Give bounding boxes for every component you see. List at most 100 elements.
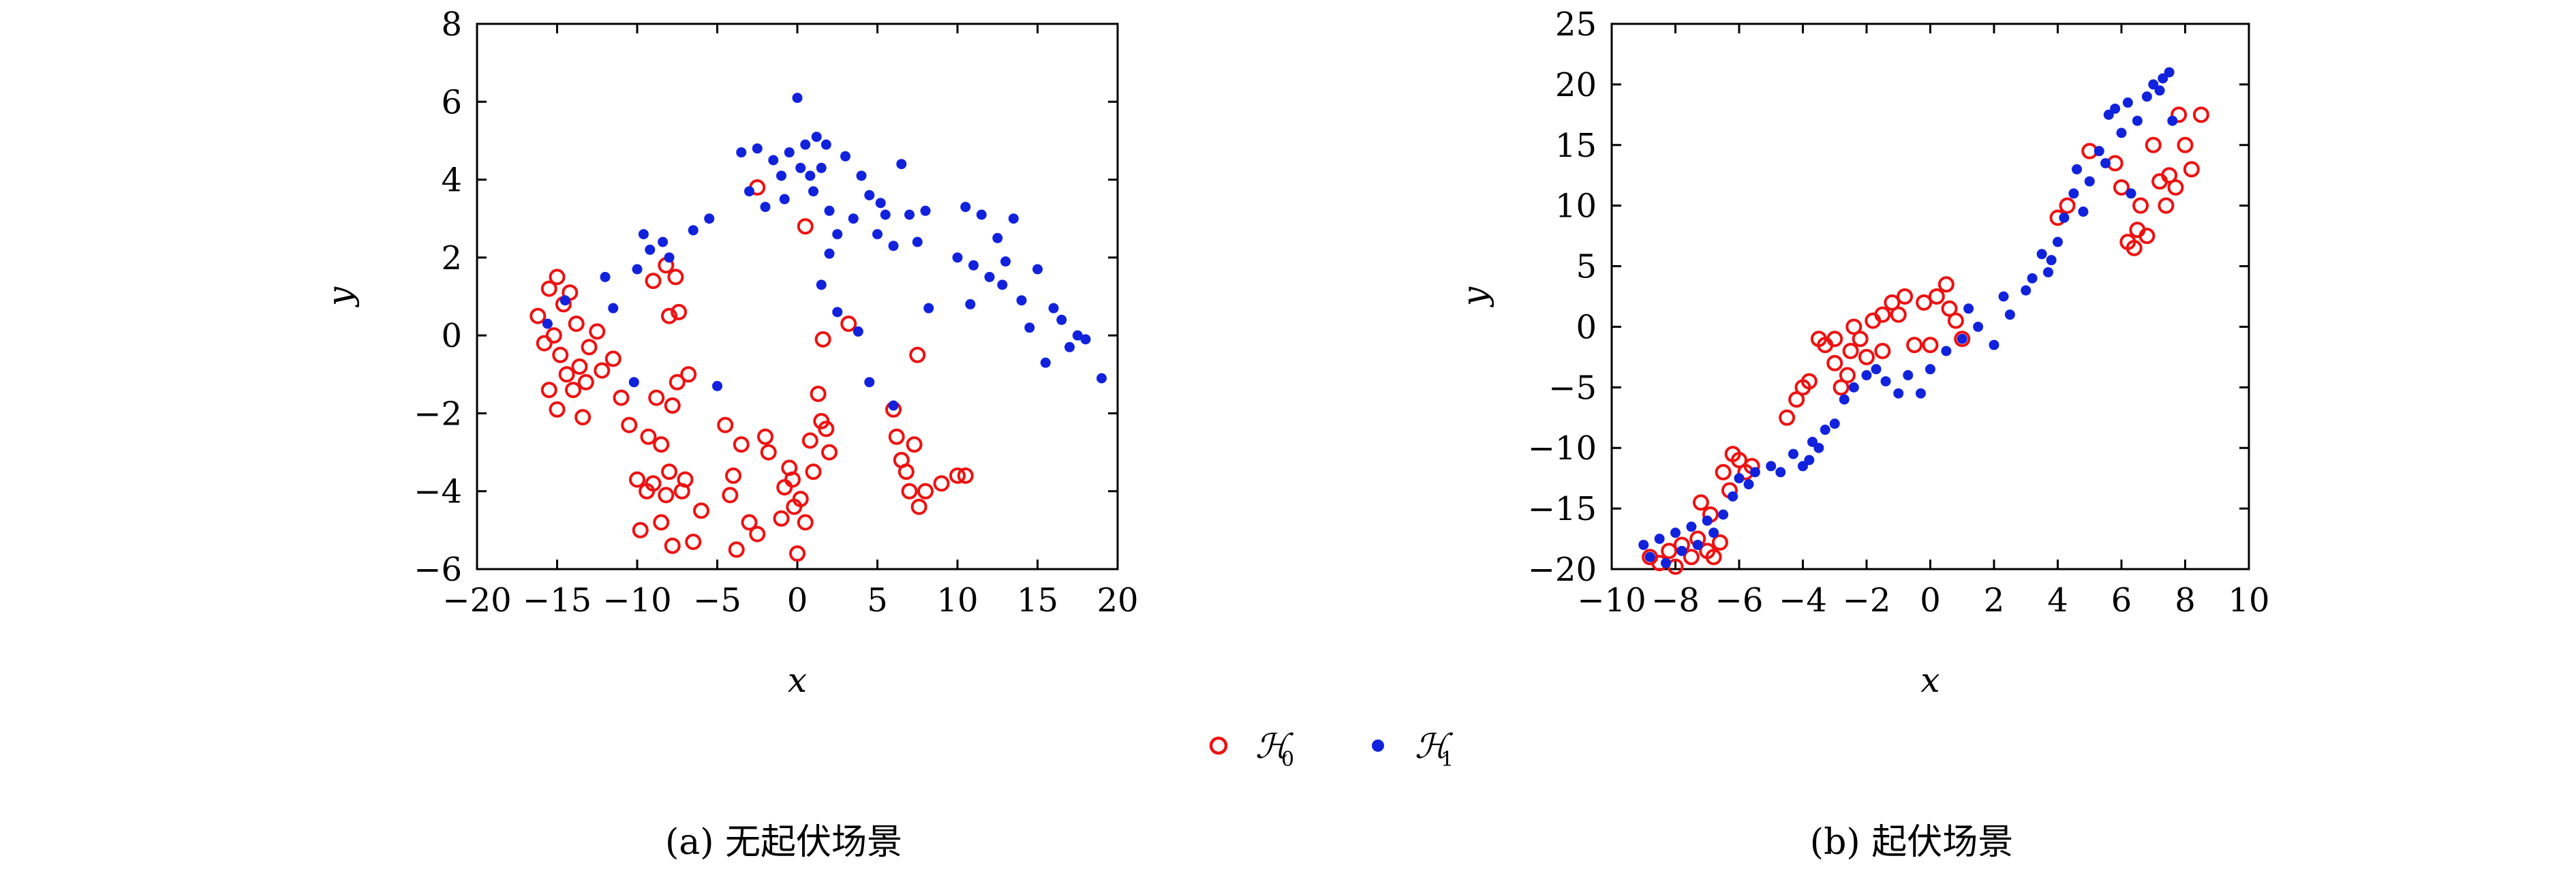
- h1-point: [1008, 213, 1019, 224]
- h0-point: [1826, 331, 1843, 348]
- h0-point: [667, 269, 684, 286]
- h0-point: [565, 382, 581, 399]
- h0-point: [757, 428, 773, 445]
- h0-point: [536, 335, 553, 352]
- h1-point: [1788, 448, 1798, 459]
- h1-point: [1676, 545, 1687, 556]
- h1-point: [2059, 212, 2070, 223]
- x-tick-label: 0: [787, 581, 808, 620]
- h0-point: [801, 432, 818, 449]
- y-tick-label: −10: [1528, 429, 1597, 468]
- h1-point: [1048, 303, 1059, 314]
- h1-point: [816, 162, 827, 173]
- h1-point: [872, 229, 883, 240]
- h1-point: [2042, 266, 2053, 277]
- h1-point: [600, 271, 611, 282]
- h0-point: [540, 382, 557, 399]
- h1-point: [856, 170, 867, 181]
- h0-point: [530, 307, 547, 324]
- h1-point: [952, 252, 963, 263]
- h0-point: [910, 498, 927, 515]
- h0-point: [621, 416, 638, 433]
- h0-point: [1800, 373, 1818, 390]
- h0-point: [661, 463, 677, 481]
- x-tick-label: 6: [2111, 581, 2132, 620]
- h1-point: [1749, 467, 1760, 478]
- h0-point: [1842, 343, 1859, 359]
- h0-point: [1897, 288, 1914, 305]
- h1-point: [2122, 97, 2133, 108]
- h0-point: [645, 475, 662, 492]
- h0-point: [728, 541, 745, 558]
- h1-point: [776, 170, 786, 181]
- h1-point: [1813, 442, 1824, 453]
- x-tick-label: 10: [2228, 581, 2269, 620]
- x-tick-label: −20: [442, 581, 511, 620]
- h1-point: [1963, 303, 1974, 314]
- h1-point: [1775, 467, 1786, 478]
- h0-point: [1937, 276, 1954, 293]
- h1-point: [760, 202, 771, 213]
- x-tick-label: −10: [1577, 581, 1646, 620]
- h1-point: [2158, 73, 2168, 84]
- h1-point: [888, 400, 899, 411]
- h0-point: [2192, 106, 2209, 123]
- h0-point: [1884, 294, 1901, 311]
- h0-point: [1845, 318, 1862, 335]
- h1-point: [1686, 521, 1697, 532]
- h1-point: [1743, 479, 1754, 490]
- h1-point: [1734, 473, 1745, 484]
- h1-point: [2072, 164, 2083, 174]
- h1-point: [645, 244, 656, 255]
- h0-point: [1858, 348, 1875, 365]
- h1-point: [2046, 255, 2057, 266]
- h1-point: [1798, 461, 1808, 472]
- h0-point: [1833, 379, 1850, 396]
- h1-point: [2154, 85, 2165, 96]
- h1-point: [792, 93, 803, 104]
- h0-point: [549, 269, 566, 286]
- h0-point: [1705, 549, 1722, 566]
- h1-point: [864, 377, 875, 388]
- h0-point: [632, 521, 649, 538]
- h0-point: [661, 307, 677, 324]
- h1-point: [688, 225, 699, 236]
- h0-point: [909, 346, 926, 363]
- h1-point: [896, 159, 907, 170]
- h1-point: [992, 232, 1003, 243]
- h1-point: [880, 209, 891, 220]
- h1-point: [1056, 314, 1067, 325]
- caption-b: (b) 起伏场景: [1810, 822, 2013, 863]
- h0-point: [669, 373, 686, 391]
- h0-point: [571, 358, 588, 375]
- h1-point: [832, 229, 843, 240]
- h1-point: [848, 213, 859, 224]
- h1-point: [1660, 558, 1671, 568]
- h1-point: [2148, 79, 2159, 90]
- h0-point: [2145, 136, 2162, 153]
- h1-point: [1638, 539, 1649, 550]
- h0-point: [693, 502, 709, 519]
- h1-point: [1670, 528, 1681, 538]
- h0-point: [604, 350, 622, 367]
- h0-point: [581, 339, 598, 356]
- h1-point: [1871, 364, 1882, 375]
- h0-point: [568, 316, 585, 332]
- h0-point: [1906, 337, 1923, 354]
- h1-point: [800, 139, 811, 150]
- h1-point: [912, 237, 923, 247]
- h1-point: [2078, 207, 2089, 217]
- h1-point: [2141, 91, 2152, 102]
- h0-point: [1692, 494, 1709, 511]
- h0-point: [1928, 288, 1945, 305]
- h0-point: [821, 444, 838, 461]
- y-tick-label: 20: [1555, 66, 1597, 104]
- h0-point: [629, 471, 645, 488]
- h1-point: [559, 295, 570, 306]
- x-tick-label: 20: [1097, 581, 1138, 620]
- y-tick-label: 0: [441, 317, 462, 355]
- h1-point: [1040, 357, 1051, 368]
- h1-point: [1848, 382, 1859, 393]
- x-tick-label: −6: [1715, 581, 1764, 620]
